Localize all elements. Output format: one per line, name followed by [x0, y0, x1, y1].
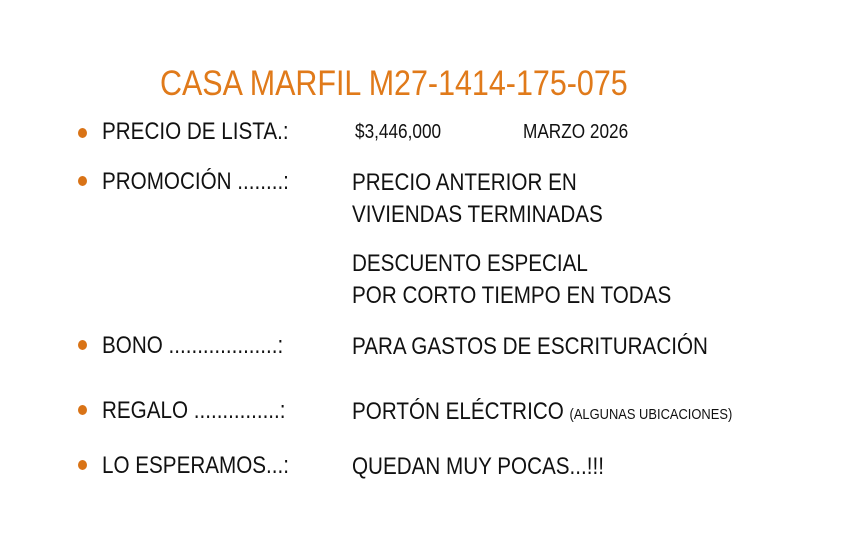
regalo-note: (ALGUNAS UBICACIONES) [569, 406, 733, 423]
bullet-icon [78, 340, 87, 350]
label-bono: BONO ...................: [102, 332, 284, 359]
bullet-icon [78, 128, 87, 138]
label-regalo: REGALO ...............: [102, 397, 286, 424]
price-value: $3,446,000 [355, 121, 442, 143]
promo-line: DESCUENTO ESPECIAL [352, 250, 588, 277]
promo-line: VIVIENDAS TERMINADAS [352, 201, 603, 228]
promo-line: POR CORTO TIEMPO EN TODAS [352, 282, 672, 309]
promo-line: PRECIO ANTERIOR EN [352, 169, 577, 196]
regalo-text: PORTÓN ELÉCTRICO [352, 398, 564, 425]
page-title: CASA MARFIL M27-1414-175-075 [160, 64, 628, 103]
label-precio-lista: PRECIO DE LISTA.: [102, 118, 289, 145]
regalo-value: PORTÓN ELÉCTRICO (ALGUNAS UBICACIONES) [352, 400, 732, 424]
bullet-icon [78, 176, 87, 186]
bono-value: PARA GASTOS DE ESCRITURACIÓN [352, 333, 708, 360]
label-promocion: PROMOCIÓN ........: [102, 168, 289, 195]
bullet-icon [78, 460, 87, 470]
date-value: MARZO 2026 [523, 121, 629, 143]
bullet-icon [78, 405, 87, 415]
esperamos-value: QUEDAN MUY POCAS...!!! [352, 453, 604, 480]
label-lo-esperamos: LO ESPERAMOS...: [102, 452, 289, 479]
